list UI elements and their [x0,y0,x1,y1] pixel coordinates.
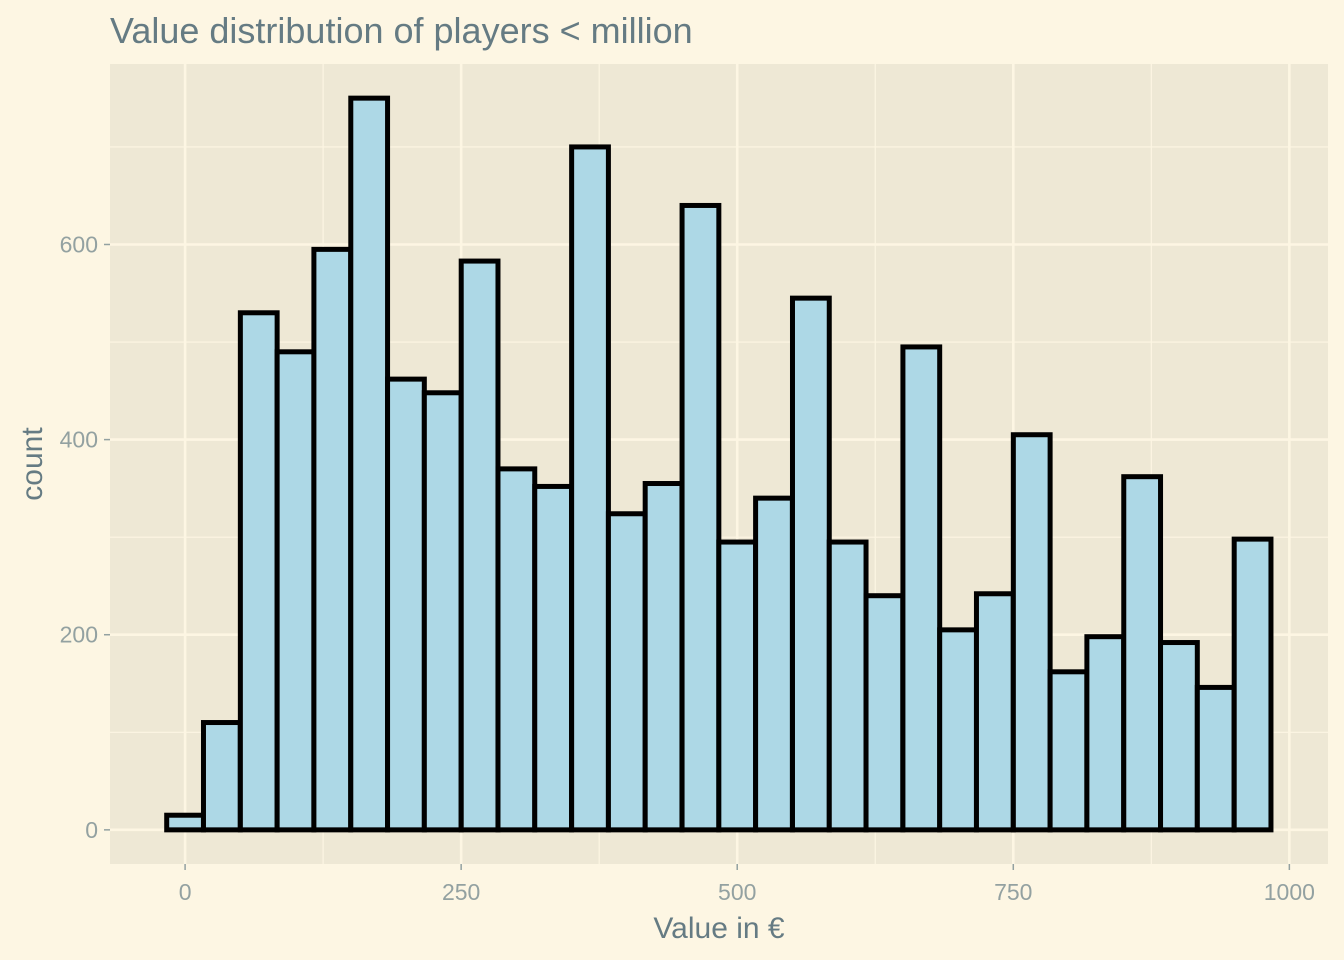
y-tick-label: 600 [60,231,98,257]
histogram-bar [495,466,538,833]
histogram-bar [569,144,611,833]
histogram-bar [532,483,575,833]
histogram-bar [1047,669,1090,833]
y-tick-label: 400 [60,427,98,453]
histogram-bar [863,593,906,833]
histogram-bar [421,390,464,833]
histogram-bar [789,295,832,833]
axis-ticks: 0 250 500 750 1000 0 200 400 600 [60,231,1315,905]
x-tick-label: 1000 [1264,879,1315,905]
histogram-bar [458,258,501,833]
x-axis-label: Value in € [653,912,785,945]
histogram-bar [1158,640,1200,833]
histogram-bar [679,202,722,833]
histogram-bar [642,481,685,833]
histogram-bar [937,627,979,833]
histogram-bar [1231,536,1274,833]
x-tick-label: 0 [179,879,192,905]
x-tick-label: 250 [442,879,480,905]
histogram-bar [1010,432,1053,833]
histogram-bar [973,591,1016,833]
histogram-bar [348,95,391,833]
bars [164,95,1274,833]
histogram-bar [311,246,354,833]
histogram-bar [237,310,280,833]
histogram-bar [900,344,943,833]
histogram-bar [385,376,427,833]
histogram-bar [716,539,759,833]
y-tick-label: 200 [60,622,98,648]
x-tick-label: 750 [994,879,1032,905]
histogram-bar [753,495,795,833]
y-axis-label: count [16,427,49,501]
histogram-bar [200,720,243,833]
histogram-bar [274,349,317,833]
chart-title: Value distribution of players < million [110,10,693,51]
histogram-bar [1194,684,1237,833]
histogram-bar [605,511,648,833]
y-tick-label: 0 [85,817,98,843]
histogram-bar [164,812,206,833]
histogram-bar [826,539,869,833]
histogram-bar [1121,474,1164,833]
x-tick-label: 500 [718,879,756,905]
histogram-bar [1084,634,1127,833]
